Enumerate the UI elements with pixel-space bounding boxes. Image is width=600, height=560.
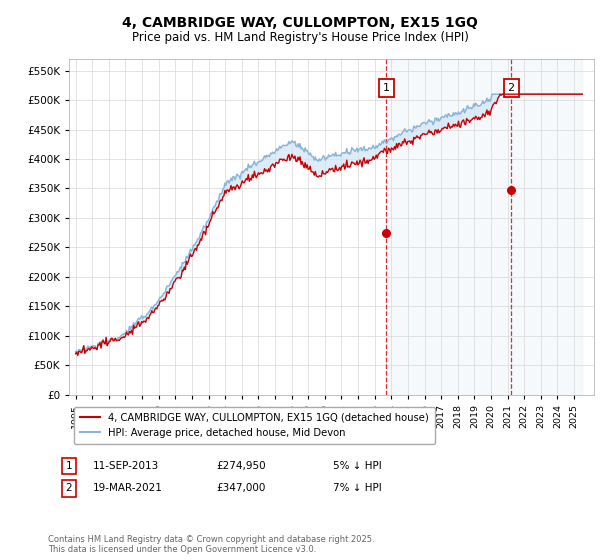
Text: £274,950: £274,950 [216,461,266,471]
Text: £347,000: £347,000 [216,483,265,493]
Text: 2: 2 [508,83,515,94]
Text: 11-SEP-2013: 11-SEP-2013 [93,461,159,471]
Point [506,186,516,195]
Text: 5% ↓ HPI: 5% ↓ HPI [333,461,382,471]
Bar [386,59,583,395]
Text: 1: 1 [65,461,73,471]
Point [382,228,391,237]
Legend: 4, CAMBRIDGE WAY, CULLOMPTON, EX15 1GQ (detached house), HPI: Average price, det: 4, CAMBRIDGE WAY, CULLOMPTON, EX15 1GQ (… [74,407,435,444]
Text: 2: 2 [65,483,73,493]
Text: 4, CAMBRIDGE WAY, CULLOMPTON, EX15 1GQ: 4, CAMBRIDGE WAY, CULLOMPTON, EX15 1GQ [122,16,478,30]
Text: 1: 1 [383,83,389,94]
Text: 7% ↓ HPI: 7% ↓ HPI [333,483,382,493]
Text: 19-MAR-2021: 19-MAR-2021 [93,483,163,493]
Text: Contains HM Land Registry data © Crown copyright and database right 2025.
This d: Contains HM Land Registry data © Crown c… [48,535,374,554]
Text: Price paid vs. HM Land Registry's House Price Index (HPI): Price paid vs. HM Land Registry's House … [131,31,469,44]
